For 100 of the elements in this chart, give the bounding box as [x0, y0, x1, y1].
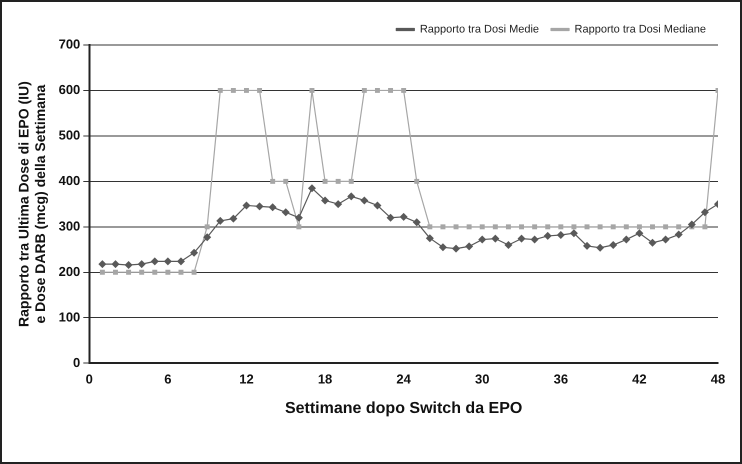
point [268, 203, 277, 212]
point [283, 178, 288, 184]
point [164, 257, 172, 266]
point [322, 178, 328, 184]
point [662, 236, 670, 244]
point [244, 88, 249, 93]
point [504, 241, 512, 250]
point [374, 88, 380, 93]
point [465, 242, 474, 250]
point [386, 214, 395, 222]
point [309, 88, 314, 93]
point [414, 178, 420, 184]
point [100, 270, 105, 275]
point [466, 224, 472, 230]
point [663, 224, 668, 230]
point [190, 248, 198, 257]
y-tick-label: 300 [58, 218, 80, 234]
point [492, 224, 498, 230]
point [388, 88, 394, 93]
point [530, 236, 539, 244]
point [506, 224, 511, 230]
point [624, 224, 629, 230]
x-tick-label: 24 [396, 372, 412, 387]
point [598, 224, 603, 230]
point [178, 270, 184, 275]
point [192, 270, 197, 275]
point [519, 224, 524, 230]
point [152, 270, 158, 275]
point [124, 261, 133, 270]
point [648, 238, 657, 247]
point [230, 88, 236, 93]
y-tick-label: 600 [58, 82, 80, 98]
point [126, 270, 132, 275]
point [229, 214, 238, 223]
point [636, 224, 642, 230]
point [478, 236, 486, 244]
y-tick-label: 0 [73, 354, 80, 370]
point [400, 212, 408, 221]
point [452, 244, 460, 253]
point [700, 208, 709, 216]
point [622, 236, 630, 244]
point [688, 220, 696, 229]
point [427, 224, 432, 230]
point [583, 242, 592, 250]
point [518, 234, 526, 243]
point [282, 208, 290, 216]
x-axis-title: Settimane dopo Switch da EPO [284, 400, 522, 417]
point [308, 184, 316, 192]
x-tick-label: 12 [239, 372, 254, 387]
point [401, 88, 406, 93]
point [674, 230, 683, 239]
point [113, 270, 118, 275]
y-tick-label: 100 [58, 309, 80, 324]
y-tick-label: 700 [58, 36, 80, 52]
point [294, 214, 303, 222]
point [650, 224, 655, 230]
x-tick-label: 36 [554, 372, 568, 387]
point [702, 224, 708, 230]
y-tick-label: 200 [58, 264, 80, 279]
point [584, 224, 590, 230]
point [491, 234, 500, 243]
point [544, 232, 552, 240]
point [347, 192, 356, 200]
point [139, 270, 144, 275]
point [242, 201, 250, 210]
point [270, 178, 276, 184]
point [257, 88, 262, 93]
point [218, 88, 223, 93]
point [360, 196, 368, 204]
point [558, 224, 564, 230]
point [336, 178, 341, 184]
x-tick-label: 0 [86, 372, 93, 387]
point [556, 231, 565, 240]
point [334, 200, 342, 208]
point [321, 196, 330, 204]
y-axis-title: Rapporto tra Ultima Dose di EPO (IU) e Dose DARB (mcg) della Settimana [15, 81, 48, 328]
point [256, 202, 264, 210]
y-tick-label: 500 [58, 127, 80, 142]
point [532, 224, 538, 230]
point [454, 224, 459, 230]
point [480, 224, 485, 230]
point [98, 260, 106, 268]
x-tick-label: 6 [164, 372, 172, 387]
point [111, 260, 120, 268]
x-tick-label: 42 [632, 372, 647, 387]
legend-label: Rapporto tra Dosi Mediane [574, 24, 706, 36]
x-tick-label: 30 [475, 372, 490, 387]
point [676, 224, 682, 230]
point [440, 224, 446, 230]
point [176, 257, 185, 266]
point [570, 229, 578, 238]
point [362, 88, 367, 93]
y-tick-label: 400 [58, 172, 80, 188]
x-tick-label: 48 [710, 372, 726, 387]
point [609, 241, 618, 250]
point [635, 229, 644, 238]
point [138, 260, 146, 268]
point [204, 224, 210, 230]
point [571, 224, 576, 230]
point [596, 244, 604, 252]
